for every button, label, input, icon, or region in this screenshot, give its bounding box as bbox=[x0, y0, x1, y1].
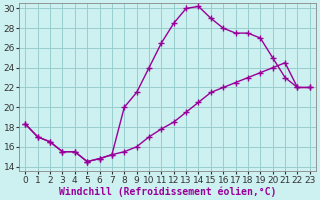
X-axis label: Windchill (Refroidissement éolien,°C): Windchill (Refroidissement éolien,°C) bbox=[59, 186, 276, 197]
